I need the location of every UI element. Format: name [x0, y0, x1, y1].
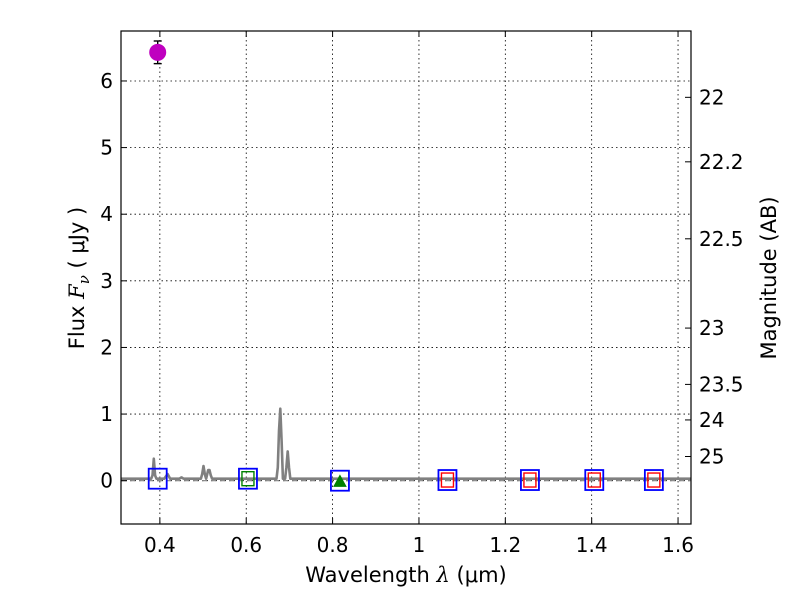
marker-layer [147, 40, 664, 492]
x-tick-label: 0.4 [144, 533, 176, 557]
y2-tick-label: 23 [699, 316, 724, 340]
x-tick-label: 1.2 [489, 533, 521, 557]
y-tick-label: 5 [100, 136, 113, 160]
x-tick-label: 0.8 [317, 533, 349, 557]
photometry-square-red [587, 472, 601, 488]
y-tick-label: 1 [100, 402, 113, 426]
y-tick-label: 0 [100, 469, 113, 493]
photometry-square-blue [437, 469, 458, 491]
x-tick-label: 1.6 [662, 533, 694, 557]
y-tick-label: 4 [100, 202, 113, 226]
y-axis-label: Flux Fν ( μJy ) [65, 207, 93, 349]
y2-tick-label: 22.5 [699, 227, 744, 251]
plot-background [121, 31, 691, 524]
ticks: 0.4 0.6 0.8 1 1.2 1.4 1.601234562222.222.52323… [100, 31, 744, 557]
y-tick-label: 2 [100, 335, 113, 359]
y2-tick-label: 22.2 [699, 150, 744, 174]
spectrum-line [121, 407, 691, 480]
photometry-square-blue [147, 467, 168, 490]
x-axis-label: Wavelength λ (μm) [305, 563, 506, 587]
x-tick-label: 1.4 [576, 533, 608, 557]
y2-tick-label: 25 [699, 445, 724, 469]
y2-tick-label: 24 [699, 408, 724, 432]
y-tick-label: 6 [100, 69, 113, 93]
photometry-square-red [523, 472, 537, 488]
data-layer [121, 407, 691, 482]
y2-axis-label: Magnitude (AB) [757, 196, 781, 359]
x-tick-label: 1 [413, 533, 426, 557]
photometry-square-blue [238, 467, 258, 490]
y2-tick-label: 22 [699, 85, 724, 109]
photometry-square-blue [584, 469, 605, 491]
photometry-square-red [647, 472, 661, 488]
y-tick-label: 3 [100, 269, 113, 293]
y2-tick-label: 23.5 [699, 372, 744, 396]
detection-point [149, 43, 167, 61]
photometry-square-green [241, 470, 255, 487]
grid [121, 31, 691, 524]
upper-limit-triangle [333, 474, 347, 487]
photometry-square-red [440, 472, 455, 488]
photometry-square-blue [330, 469, 350, 492]
photometry-square-blue [520, 469, 540, 491]
plot-frame [120, 30, 692, 525]
photometry-square-blue [643, 469, 664, 491]
x-tick-label: 0.6 [230, 533, 262, 557]
